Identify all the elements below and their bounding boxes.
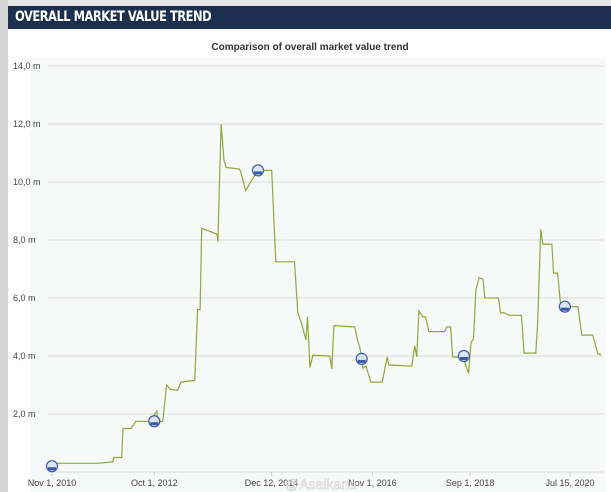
y-tick-label: 6,0 m	[13, 293, 36, 303]
y-tick-label: 4,0 m	[13, 351, 36, 361]
club-crest-band	[253, 171, 262, 175]
chart-title: Comparison of overall market value trend	[211, 42, 408, 53]
page-edge	[0, 0, 8, 492]
club-crest-band	[357, 359, 366, 363]
x-tick-label: Dec 12, 2014	[245, 478, 299, 488]
y-tick-label: 12,0 m	[13, 119, 41, 129]
x-tick-label: Nov 1, 2016	[348, 478, 397, 488]
x-tick-label: Jul 15, 2020	[545, 478, 594, 488]
y-tick-label: 10,0 m	[13, 177, 41, 187]
panel-title: OVERALL MARKET VALUE TREND	[15, 9, 212, 25]
club-crest-band	[459, 357, 468, 360]
x-tick-label: Nov 1, 2010	[28, 478, 77, 488]
plot-background	[30, 58, 606, 492]
club-crest-band	[560, 307, 569, 311]
market-value-line	[54, 123, 602, 464]
x-tick-label: Sep 1, 2018	[446, 478, 495, 488]
y-tick-label: 8,0 m	[13, 235, 36, 245]
x-tick-label: Oct 1, 2012	[131, 478, 178, 488]
club-crest-band	[150, 422, 159, 426]
y-tick-label: 2,0 m	[13, 409, 36, 419]
y-tick-label: 14,0 m	[13, 61, 41, 71]
watermark: @Asaikana	[285, 476, 357, 492]
club-crest-band	[48, 467, 56, 471]
panel-header: OVERALL MARKET VALUE TREND	[8, 6, 611, 29]
